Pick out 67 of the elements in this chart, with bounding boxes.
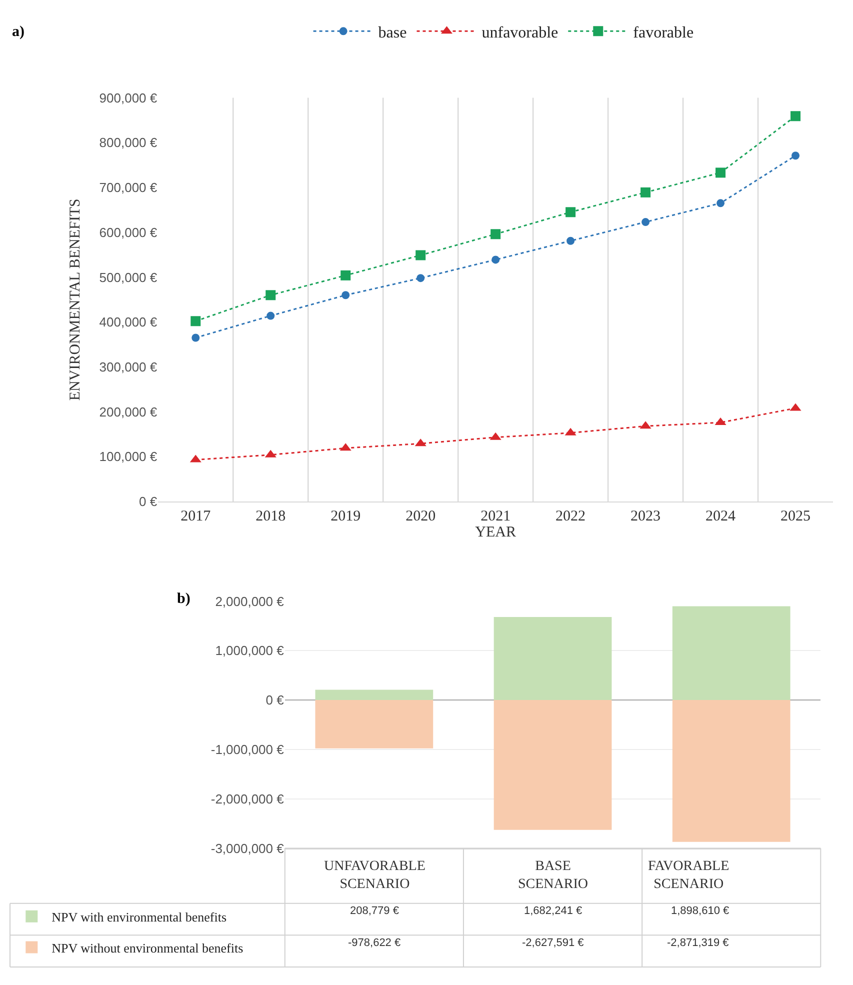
x-tick-label: BASE SCENARIO (518, 859, 588, 892)
point (416, 250, 426, 260)
point (566, 207, 576, 218)
data-label: -2,627,591 € (522, 937, 584, 949)
data-label: -978,622 € (348, 937, 401, 949)
y-axis-title: ENVIRONMENTAL BENEFITS (68, 198, 84, 401)
y-tick-label: 700,000 € (99, 180, 158, 196)
bar (672, 606, 790, 700)
y-tick-label: -3,000,000 € (210, 840, 285, 856)
point (792, 152, 800, 160)
bar (315, 700, 434, 748)
x-tick-label: 2018 (256, 508, 286, 524)
legend-label: base (378, 24, 407, 42)
y-tick-label: 900,000 € (99, 90, 158, 106)
y-tick-label: 800,000 € (99, 135, 158, 150)
bar (672, 700, 790, 842)
y-tick-label: 1,000,000 € (215, 643, 285, 658)
point (642, 218, 650, 226)
x-tick-label: 2021 (480, 508, 511, 524)
x-axis-title: YEAR (475, 524, 516, 540)
y-tick-label: 100,000 € (99, 449, 158, 464)
legend-label: favorable (633, 24, 694, 42)
point (790, 111, 801, 122)
data-label: -2,871,319 € (667, 937, 729, 949)
x-tick-label: 2023 (630, 508, 661, 524)
point (266, 290, 276, 300)
point (566, 236, 575, 245)
bar (494, 700, 612, 830)
y-tick-label: 400,000 € (99, 314, 158, 330)
y-tick-label: 200,000 € (99, 404, 158, 420)
point (340, 270, 351, 280)
x-tick-label: FAVORABLE SCENARIO (648, 859, 730, 892)
point (640, 187, 651, 198)
y-tick-label: 600,000 € (99, 224, 158, 240)
y-tick-label: -2,000,000 € (210, 791, 285, 806)
x-tick-label: 2025 (780, 508, 811, 524)
y-tick-label: 0 € (266, 692, 285, 708)
x-tick-label: 2017 (180, 508, 212, 524)
legend-label: unfavorable (482, 24, 558, 42)
y-tick-label: 2,000,000 € (215, 594, 285, 609)
x-tick-label: UNFAVORABLE SCENARIO (324, 859, 426, 892)
chart-title: b) (177, 591, 190, 607)
x-tick-label: 2022 (556, 508, 586, 524)
data-label: 208,779 € (350, 905, 399, 917)
legend-label: NPV with environmental benefits (52, 909, 227, 924)
y-tick-label: 300,000 € (99, 359, 158, 374)
bar (494, 616, 612, 700)
data-label: 1,898,610 € (671, 905, 730, 917)
bar (315, 690, 434, 700)
point (490, 229, 501, 240)
point (266, 312, 275, 320)
text: a) (12, 24, 24, 40)
point (416, 274, 425, 282)
x-tick-label: 2020 (406, 508, 436, 524)
point (716, 199, 725, 208)
y-tick-label: -1,000,000 € (210, 742, 285, 757)
point (192, 334, 200, 342)
y-tick-label: 0 € (139, 494, 158, 510)
point (716, 168, 726, 178)
point (492, 256, 500, 264)
point (190, 316, 201, 326)
point (342, 291, 350, 300)
y-tick-label: 500,000 € (99, 270, 158, 285)
legend-label: NPV without environmental benefits (52, 940, 244, 956)
x-tick-label: 2019 (330, 508, 361, 524)
data-label: 1,682,241 € (524, 905, 582, 917)
x-tick-label: 2024 (706, 508, 736, 524)
